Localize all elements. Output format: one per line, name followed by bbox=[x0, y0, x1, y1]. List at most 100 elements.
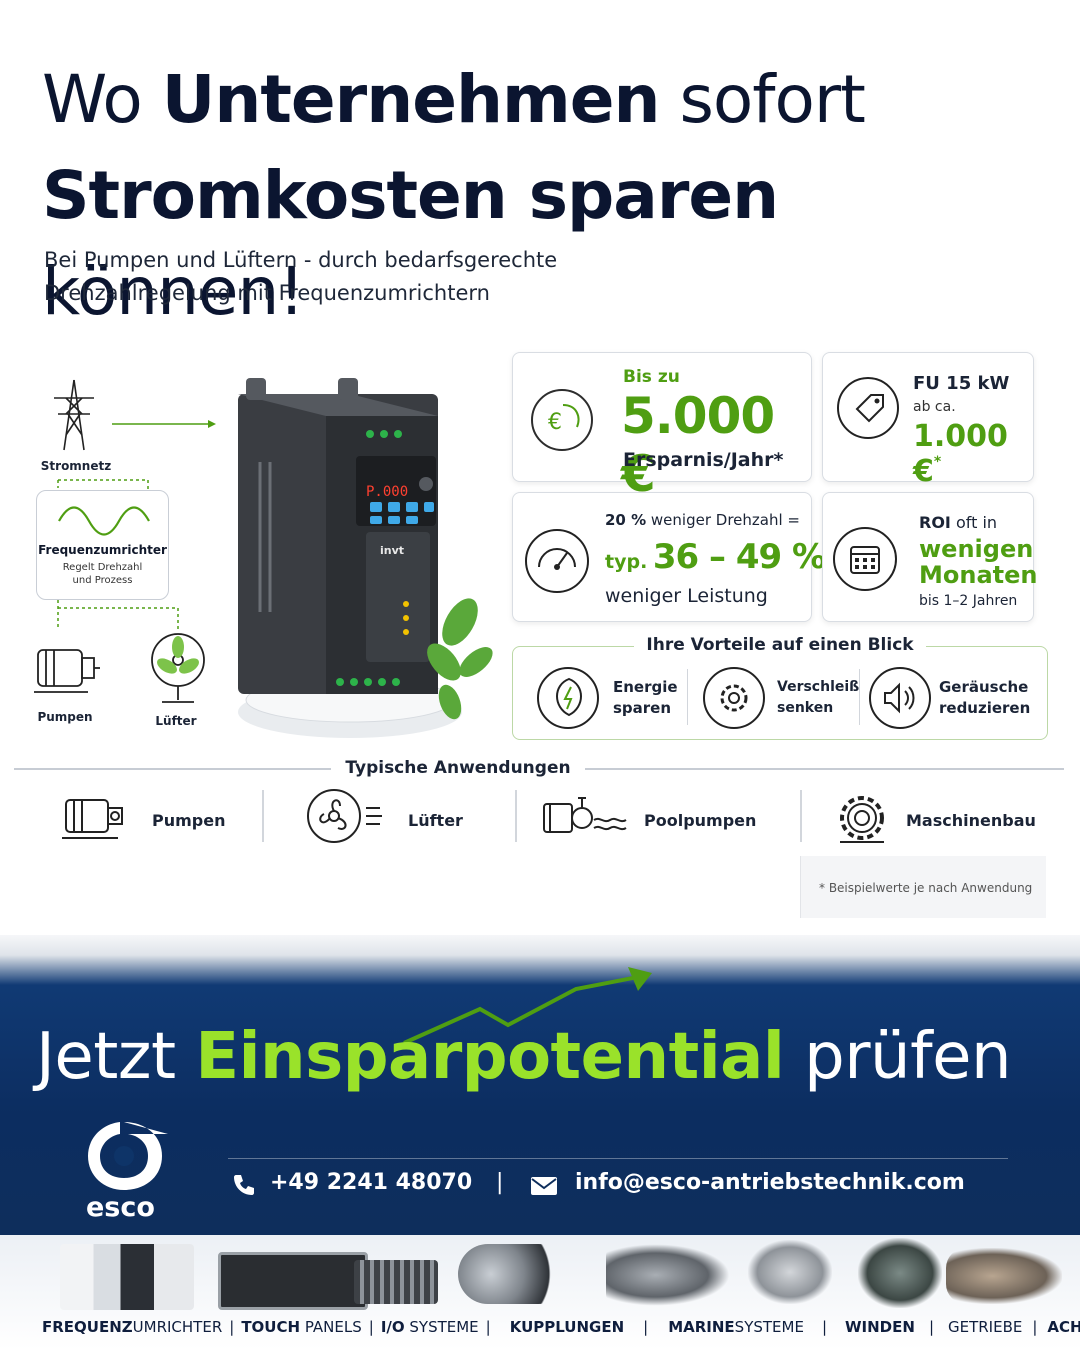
cta-pre: Jetzt bbox=[36, 1020, 196, 1094]
euro-leaf-icon: € bbox=[531, 389, 593, 451]
headline-bold-2: Stromkosten sparen bbox=[42, 157, 779, 234]
frequency-converter-box: Frequenzumrichter Regelt Drehzahl und Pr… bbox=[36, 490, 169, 600]
headline-line-2: Stromkosten sparen können! bbox=[42, 148, 1052, 340]
email-icon bbox=[531, 1177, 557, 1195]
benefit-divider-2 bbox=[859, 669, 860, 725]
headline-line-1: Wo Unternehmen sofort bbox=[42, 52, 1052, 148]
grid-label: Stromnetz bbox=[40, 459, 112, 473]
esco-logo-icon bbox=[88, 1122, 168, 1190]
phone-number[interactable]: +49 2241 48070 bbox=[270, 1170, 473, 1195]
speed-pct-text: weniger Drehzahl = bbox=[646, 511, 800, 529]
benefits-panel: Ihre Vorteile auf einen Blick Energie spa… bbox=[512, 635, 1048, 740]
fan-label: Lüfter bbox=[155, 714, 197, 728]
app-label-machinery: Maschinenbau bbox=[906, 811, 1036, 830]
winch-image bbox=[748, 1240, 832, 1304]
subtitle-line-2: Drehzahlregelung mit Frequenzumrichtern bbox=[44, 281, 490, 305]
machinery-gear-icon bbox=[840, 796, 884, 843]
product-strip bbox=[40, 1230, 1062, 1315]
speed-range: 36 – 49 % bbox=[652, 537, 826, 577]
cta-post: prüfen bbox=[784, 1020, 1012, 1094]
footnote-text: * Beispielwerte je nach Anwendung bbox=[819, 881, 1033, 895]
footer-item[interactable]: MARINESYSTEME bbox=[668, 1318, 804, 1336]
price-value: 1.000 € bbox=[913, 419, 1008, 489]
card-speed: 20 % weniger Drehzahl = typ. 36 – 49 % w… bbox=[512, 492, 826, 622]
savings-pre: Bis zu bbox=[623, 367, 680, 387]
energy-leaf-icon bbox=[537, 667, 599, 729]
app-label-fans: Lüfter bbox=[408, 811, 463, 830]
pump-label: Pumpen bbox=[37, 710, 93, 724]
frequency-converter-products-image bbox=[60, 1244, 194, 1310]
power-pylon-icon bbox=[54, 379, 94, 451]
pump-app-icon bbox=[62, 799, 123, 839]
card-price: FU 15 kW ab ca. 1.000 €* bbox=[822, 352, 1034, 489]
touch-panel-image bbox=[218, 1252, 368, 1310]
price-tag-icon bbox=[837, 377, 899, 439]
benefit-2-text: Verschleiß senken bbox=[777, 677, 859, 719]
speed-range-line: typ. 36 – 49 % bbox=[605, 537, 826, 577]
benefit-1-line-2: sparen bbox=[613, 699, 672, 717]
app-separator-1 bbox=[262, 790, 264, 842]
frequency-converter-device: P.000 invt bbox=[230, 372, 500, 744]
coupling-image bbox=[458, 1244, 568, 1304]
pump-motor-icon bbox=[34, 649, 100, 693]
speed-post: weniger Leistung bbox=[605, 585, 768, 607]
benefits-title: Ihre Vorteile auf einen Blick bbox=[634, 635, 926, 655]
speed-top-line: 20 % weniger Drehzahl = bbox=[605, 511, 800, 529]
io-system-image bbox=[354, 1260, 438, 1304]
benefit-3-text: Geräusche reduzieren bbox=[939, 677, 1030, 719]
roi-label: ROI bbox=[919, 513, 951, 532]
app-label-pumps: Pumpen bbox=[152, 811, 226, 830]
card-roi: ROI oft in wenigen Monaten bis 1–2 Jahre… bbox=[822, 492, 1038, 622]
subtitle: Bei Pumpen und Lüftern - durch bedarfsge… bbox=[44, 244, 557, 310]
footer-item[interactable]: FREQUENZUMRICHTER bbox=[42, 1318, 223, 1336]
footer-item[interactable]: TOUCH PANELS bbox=[241, 1318, 362, 1336]
footer-item[interactable]: ACHSEN bbox=[1047, 1318, 1080, 1336]
footer-item[interactable]: KUPPLUNGEN bbox=[509, 1318, 625, 1336]
growth-arrow-icon bbox=[403, 967, 652, 1045]
benefit-2-line-1: Verschleiß bbox=[777, 679, 860, 695]
contact-separator: | bbox=[496, 1170, 504, 1195]
marine-system-image bbox=[606, 1244, 730, 1306]
footer-item[interactable]: I/O SYSTEME bbox=[380, 1318, 479, 1336]
roi-top-line: ROI oft in bbox=[919, 513, 997, 532]
benefit-1-text: Energie sparen bbox=[613, 677, 678, 719]
device-display-readout: P.000 bbox=[366, 484, 408, 500]
benefit-2-line-2: senken bbox=[777, 700, 834, 716]
benefit-1-line-1: Energie bbox=[613, 678, 678, 696]
fu-title: Frequenzumrichter bbox=[38, 543, 167, 557]
calendar-icon bbox=[833, 527, 897, 591]
pool-pump-icon bbox=[543, 797, 627, 833]
cta-highlight: Einsparpotential bbox=[195, 1020, 785, 1094]
speed-pct: 20 % bbox=[605, 511, 647, 529]
savings-value: 5.000 € bbox=[621, 387, 775, 503]
benefit-divider-1 bbox=[687, 669, 688, 725]
fan-blades-icon bbox=[157, 636, 199, 674]
headline-bold: Unternehmen bbox=[161, 61, 661, 138]
price-star: * bbox=[933, 454, 942, 470]
footer-item[interactable]: GETRIEBE bbox=[948, 1318, 1023, 1336]
sine-wave-icon bbox=[58, 506, 150, 536]
speaker-icon bbox=[869, 667, 931, 729]
flow-diagram: Stromnetz Frequenzumrichter Regelt Drehz… bbox=[28, 360, 223, 740]
applications-title-wrap: Typische Anwendungen bbox=[0, 758, 1080, 778]
device-illustration: P.000 invt bbox=[238, 378, 493, 738]
esco-logo-text: esco bbox=[86, 1192, 155, 1223]
price-title: FU 15 kW bbox=[913, 373, 1010, 394]
footer-item[interactable]: WINDEN bbox=[845, 1318, 915, 1336]
contact-divider bbox=[228, 1158, 1008, 1159]
app-separator-2 bbox=[515, 790, 517, 842]
footnote-box: * Beispielwerte je nach Anwendung bbox=[800, 856, 1046, 918]
app-separator-3 bbox=[800, 790, 802, 842]
benefits-title-wrap: Ihre Vorteile auf einen Blick bbox=[513, 635, 1047, 655]
headline-rest: sofort bbox=[659, 61, 865, 138]
phone-icon bbox=[234, 1175, 254, 1195]
gear-icon bbox=[703, 667, 765, 729]
roi-post: bis 1–2 Jahren bbox=[919, 593, 1018, 609]
leaf-decoration bbox=[427, 598, 493, 720]
speed-typ: typ. bbox=[605, 551, 648, 573]
cta-headline: Jetzt Einsparpotential prüfen bbox=[36, 1020, 1012, 1094]
applications-title: Typische Anwendungen bbox=[331, 758, 585, 778]
gauge-icon bbox=[525, 529, 589, 593]
benefit-3-line-2: reduzieren bbox=[939, 699, 1031, 717]
email-address[interactable]: info@esco-antriebstechnik.com bbox=[575, 1170, 965, 1195]
